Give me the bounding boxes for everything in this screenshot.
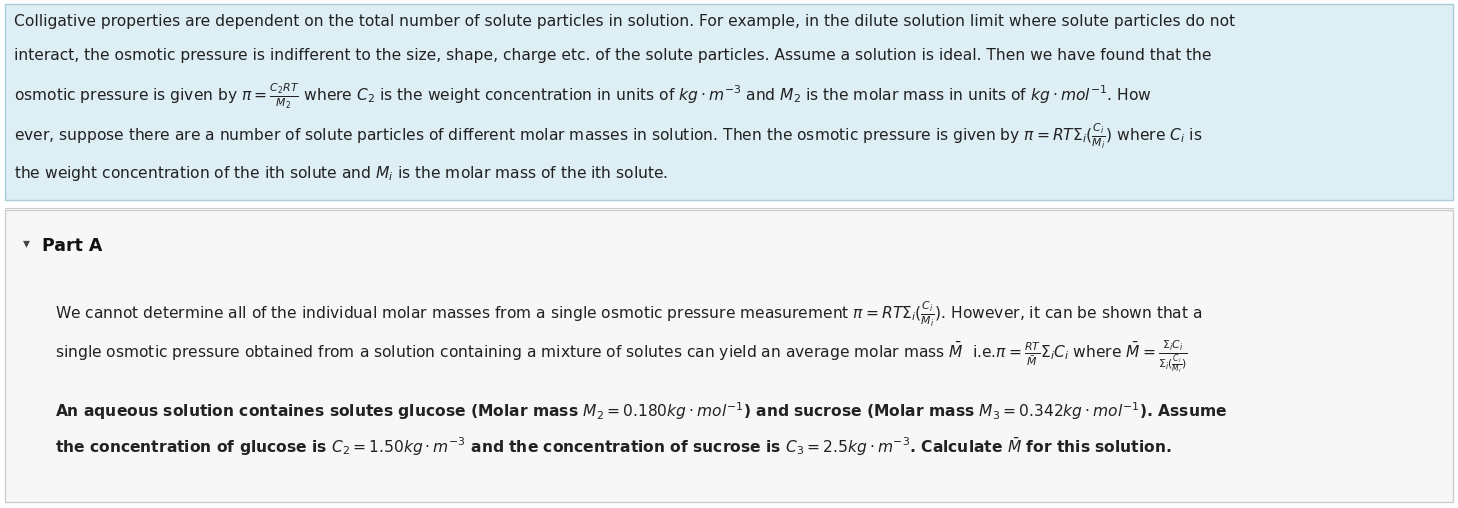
Text: Colligative properties are dependent on the total number of solute particles in : Colligative properties are dependent on … xyxy=(15,14,1235,29)
Text: ever, suppose there are a number of solute particles of different molar masses i: ever, suppose there are a number of solu… xyxy=(15,122,1203,151)
Text: $\blacktriangledown$: $\blacktriangledown$ xyxy=(22,237,31,251)
Text: interact, the osmotic pressure is indifferent to the size, shape, charge etc. of: interact, the osmotic pressure is indiff… xyxy=(15,48,1212,63)
Text: osmotic pressure is given by $\pi = \frac{C_2 RT}{M_2}$ where $C_2$ is the weigh: osmotic pressure is given by $\pi = \fra… xyxy=(15,82,1152,111)
Text: We cannot determine all of the individual molar masses from a single osmotic pre: We cannot determine all of the individua… xyxy=(55,300,1203,330)
Text: the concentration of glucose is $C_2 = 1.50kg \cdot m^{-3}$ and the concentratio: the concentration of glucose is $C_2 = 1… xyxy=(55,436,1172,458)
FancyBboxPatch shape xyxy=(4,4,1454,200)
Text: Part A: Part A xyxy=(42,237,102,255)
FancyBboxPatch shape xyxy=(4,210,1454,502)
Text: single osmotic pressure obtained from a solution containing a mixture of solutes: single osmotic pressure obtained from a … xyxy=(55,338,1188,375)
Text: the weight concentration of the ith solute and $M_i$ is the molar mass of the it: the weight concentration of the ith solu… xyxy=(15,164,668,183)
Text: An aqueous solution containes solutes glucose (Molar mass $M_2 = 0.180kg \cdot m: An aqueous solution containes solutes gl… xyxy=(55,400,1228,422)
